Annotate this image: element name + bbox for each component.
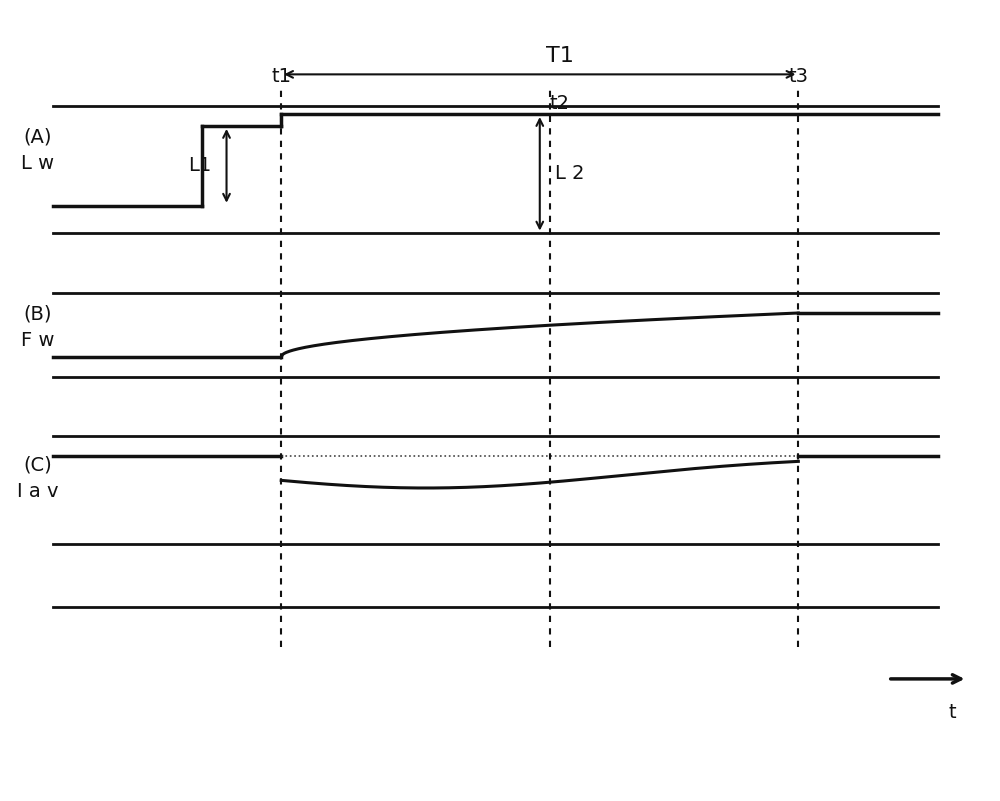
Text: t2: t2 — [550, 95, 570, 113]
Text: L1: L1 — [188, 156, 212, 175]
Text: (A)
L w: (A) L w — [21, 127, 54, 173]
Text: t1: t1 — [271, 67, 291, 87]
Text: t: t — [949, 702, 956, 722]
Text: (C)
I a v: (C) I a v — [17, 455, 58, 501]
Text: T1: T1 — [546, 46, 574, 66]
Text: L 2: L 2 — [555, 164, 584, 183]
Text: (B)
F w: (B) F w — [21, 304, 54, 350]
Text: t3: t3 — [788, 67, 808, 87]
